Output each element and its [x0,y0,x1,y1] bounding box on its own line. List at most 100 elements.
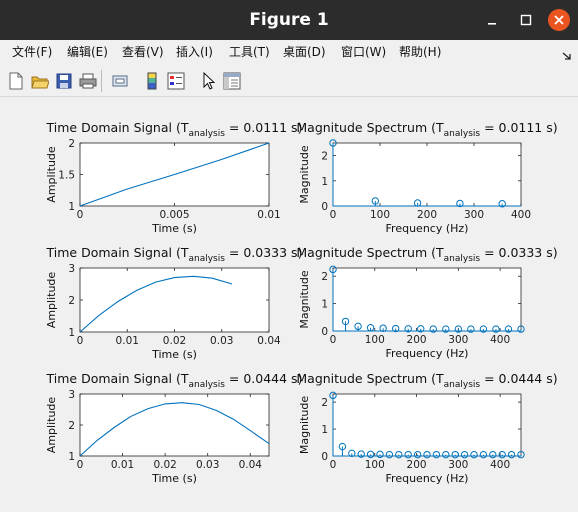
subplot-title: Time Domain Signal (Tanalysis = 0.0444 s… [46,371,303,390]
menu-edit[interactable]: 编辑(E) [67,45,108,59]
stem-marker [379,324,387,332]
stem-marker [385,450,394,459]
subplot-5: Time Domain Signal (Tanalysis = 0.0444 s… [45,371,302,485]
dock-arrow-icon[interactable] [562,46,572,65]
x-tick-label: 0.01 [116,335,139,347]
y-tick-label: 2 [321,151,328,163]
y-tick-label: 2 [68,420,75,432]
x-axis-label: Frequency (Hz) [386,347,469,360]
minimize-button[interactable] [482,10,502,30]
stem-marker [417,325,425,333]
x-axis-label: Time (s) [151,222,197,235]
x-tick-label: 0.04 [239,459,263,471]
stem-marker [329,265,337,274]
new-figure-icon[interactable] [6,70,26,92]
x-tick-label: 0 [330,334,337,346]
axes-box [332,142,522,207]
stem-marker [460,450,469,459]
window-title: Figure 1 [249,10,329,30]
subplot-title: Magnitude Spectrum (Tanalysis = 0.0333 s… [296,245,557,264]
save-icon[interactable] [54,70,74,92]
x-tick-label: 100 [370,209,390,221]
x-tick-label: 0.01 [257,209,280,221]
stem-marker [341,317,350,326]
x-tick-label: 0.01 [111,459,134,471]
x-tick-label: 100 [365,334,385,346]
y-axis-label: Magnitude [298,396,311,455]
y-tick-label: 2 [68,138,75,150]
stem-marker [442,325,450,333]
menu-view[interactable]: 查看(V) [122,45,164,59]
menu-desktop[interactable]: 桌面(D) [283,45,326,59]
x-tick-label: 0 [330,459,337,471]
stem-marker [329,391,337,400]
x-tick-label: 300 [464,209,484,221]
x-tick-label: 0.03 [210,335,233,347]
pointer-icon[interactable] [198,70,218,92]
stem-marker [371,197,379,205]
stem-marker [376,450,384,459]
x-tick-label: 400 [490,459,510,471]
signal-line [79,275,233,333]
stem-marker [366,324,375,332]
x-axis-label: Frequency (Hz) [386,472,469,485]
stem-marker [479,325,488,333]
subplot-2: Magnitude Spectrum (Tanalysis = 0.0111 s… [296,120,557,235]
subplot-6: Magnitude Spectrum (Tanalysis = 0.0444 s… [296,371,557,485]
y-tick-label: 1 [321,176,328,188]
print-icon[interactable] [78,70,98,92]
x-tick-label: 400 [511,209,531,221]
x-axis-label: Time (s) [151,348,197,361]
menu-insert[interactable]: 插入(I) [176,45,213,59]
x-tick-label: 0.04 [257,335,281,347]
menu-tools[interactable]: 工具(T) [229,45,270,59]
stem-marker [456,199,464,208]
legend-icon[interactable] [166,70,186,92]
link-icon[interactable] [110,70,130,92]
x-tick-label: 200 [417,209,437,221]
toolbar-separator [101,70,102,92]
stem-marker [517,325,525,333]
subplot-4: Magnitude Spectrum (Tanalysis = 0.0333 s… [296,245,557,360]
axes-box [79,393,270,457]
y-tick-label: 3 [68,263,75,275]
x-tick-label: 300 [448,334,468,346]
stem-marker [348,449,356,458]
axes-box [332,393,522,457]
maximize-button[interactable] [516,10,536,30]
x-tick-label: 0.005 [159,209,189,221]
x-tick-label: 0.03 [196,459,219,471]
stem-marker [404,450,412,459]
title-bar[interactable]: Figure 1 [0,0,578,40]
stem-marker [329,139,337,147]
x-axis-label: Time (s) [151,472,197,485]
x-tick-label: 200 [407,334,427,346]
property-editor-icon[interactable] [222,70,242,92]
stem-marker [354,322,362,331]
menu-window[interactable]: 窗口(W) [341,45,387,59]
colorbar-icon[interactable] [142,70,162,92]
x-tick-label: 400 [490,334,510,346]
plots-svg: Time Domain Signal (Tanalysis = 0.0111 s… [45,120,558,485]
stem-marker [413,199,422,207]
x-tick-label: 200 [407,459,427,471]
y-tick-label: 1 [68,201,75,213]
menu-help[interactable]: 帮助(H) [399,45,442,59]
close-button[interactable] [548,9,570,31]
menu-file[interactable]: 文件(F) [12,45,53,59]
y-tick-label: 2 [321,271,328,283]
stem-marker [391,324,400,333]
y-tick-label: 2 [321,397,328,409]
open-file-icon[interactable] [30,70,50,92]
y-axis-label: Amplitude [45,146,58,203]
maximize-icon [520,14,532,26]
x-tick-label: 0 [77,335,84,347]
x-tick-label: 0.02 [163,335,186,347]
stem-marker [489,450,497,459]
axes-box [332,267,522,332]
y-axis-label: Amplitude [45,272,58,329]
menu-bar: 文件(F) 编辑(E) 查看(V) 插入(I) 工具(T) 桌面(D) 窗口(W… [0,40,578,64]
stem-marker [366,450,375,459]
stem-marker [413,450,422,459]
